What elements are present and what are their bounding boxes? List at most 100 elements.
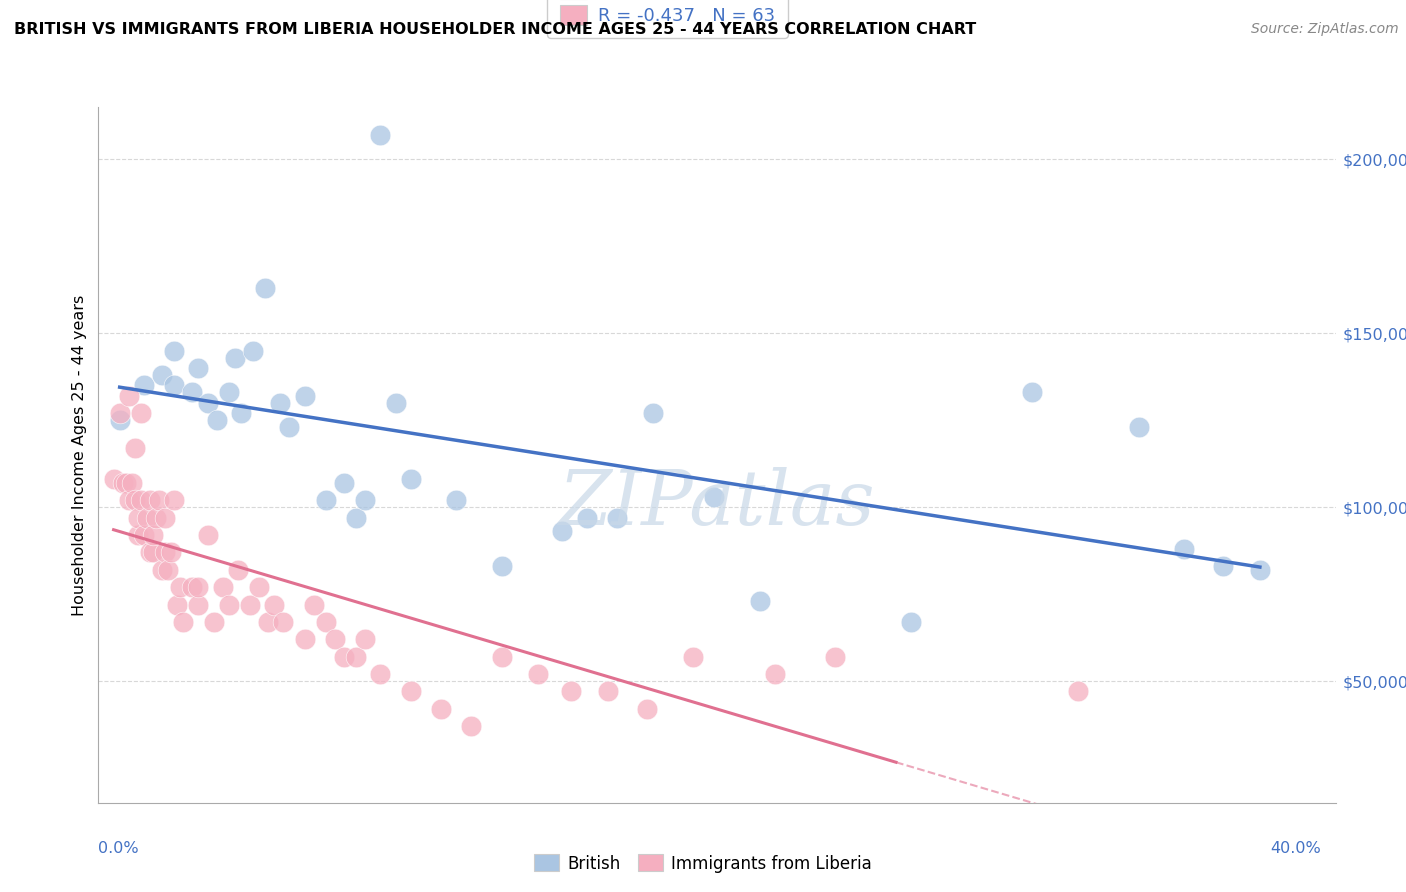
Point: [187, 580, 209, 594]
Point: [643, 406, 665, 420]
Point: [160, 545, 183, 559]
Point: [682, 649, 704, 664]
Point: [354, 493, 377, 508]
Point: [242, 343, 264, 358]
Point: [139, 493, 162, 508]
Point: [187, 360, 209, 375]
Point: [1067, 684, 1090, 698]
Point: [575, 510, 598, 524]
Legend: R = -0.310   N = 38, R = -0.437   N = 63: R = -0.310 N = 38, R = -0.437 N = 63: [547, 0, 787, 37]
Point: [111, 475, 134, 490]
Point: [239, 598, 262, 612]
Point: [142, 528, 165, 542]
Point: [132, 528, 155, 542]
Point: [205, 413, 228, 427]
Point: [108, 413, 131, 427]
Point: [247, 580, 270, 594]
Point: [257, 615, 280, 629]
Point: [150, 563, 173, 577]
Point: [1173, 541, 1195, 556]
Point: [273, 615, 295, 629]
Point: [197, 528, 219, 542]
Point: [294, 389, 316, 403]
Point: [269, 396, 291, 410]
Point: [323, 632, 346, 647]
Point: [169, 580, 191, 594]
Point: [142, 545, 165, 559]
Point: [430, 702, 453, 716]
Point: [278, 420, 301, 434]
Point: [129, 493, 152, 508]
Point: [315, 615, 337, 629]
Point: [153, 545, 176, 559]
Point: [121, 475, 143, 490]
Point: [124, 493, 146, 508]
Point: [344, 510, 367, 524]
Point: [218, 598, 240, 612]
Point: [163, 493, 186, 508]
Point: [127, 528, 149, 542]
Point: [153, 510, 176, 524]
Point: [263, 598, 285, 612]
Point: [399, 472, 422, 486]
Text: ZIPatlas: ZIPatlas: [558, 467, 876, 541]
Point: [187, 598, 209, 612]
Point: [163, 343, 186, 358]
Point: [1021, 385, 1043, 400]
Point: [900, 615, 922, 629]
Point: [354, 632, 377, 647]
Point: [127, 510, 149, 524]
Point: [163, 378, 186, 392]
Text: 0.0%: 0.0%: [98, 841, 139, 856]
Point: [124, 441, 146, 455]
Point: [118, 389, 141, 403]
Point: [202, 615, 225, 629]
Point: [636, 702, 658, 716]
Point: [132, 378, 155, 392]
Legend: British, Immigrants from Liberia: British, Immigrants from Liberia: [527, 847, 879, 880]
Point: [129, 406, 152, 420]
Point: [302, 598, 325, 612]
Point: [315, 493, 337, 508]
Point: [172, 615, 194, 629]
Point: [226, 563, 249, 577]
Point: [748, 594, 770, 608]
Point: [181, 385, 204, 400]
Point: [527, 667, 550, 681]
Point: [1128, 420, 1150, 434]
Point: [181, 580, 204, 594]
Point: [551, 524, 574, 539]
Point: [344, 649, 367, 664]
Point: [333, 649, 356, 664]
Point: [136, 510, 159, 524]
Point: [596, 684, 619, 698]
Point: [399, 684, 422, 698]
Point: [254, 281, 277, 295]
Point: [150, 368, 173, 382]
Point: [606, 510, 628, 524]
Point: [560, 684, 582, 698]
Point: [1212, 559, 1234, 574]
Text: Source: ZipAtlas.com: Source: ZipAtlas.com: [1251, 22, 1399, 37]
Point: [229, 406, 252, 420]
Point: [114, 475, 136, 490]
Point: [139, 545, 162, 559]
Point: [294, 632, 316, 647]
Point: [384, 396, 406, 410]
Point: [166, 598, 188, 612]
Point: [103, 472, 125, 486]
Point: [157, 563, 180, 577]
Point: [370, 667, 392, 681]
Point: [491, 559, 513, 574]
Point: [211, 580, 233, 594]
Point: [460, 719, 482, 733]
Text: BRITISH VS IMMIGRANTS FROM LIBERIA HOUSEHOLDER INCOME AGES 25 - 44 YEARS CORRELA: BRITISH VS IMMIGRANTS FROM LIBERIA HOUSE…: [14, 22, 976, 37]
Point: [197, 396, 219, 410]
Point: [148, 493, 170, 508]
Text: 40.0%: 40.0%: [1270, 841, 1320, 856]
Point: [145, 510, 167, 524]
Point: [491, 649, 513, 664]
Point: [1249, 563, 1271, 577]
Point: [446, 493, 468, 508]
Point: [118, 493, 141, 508]
